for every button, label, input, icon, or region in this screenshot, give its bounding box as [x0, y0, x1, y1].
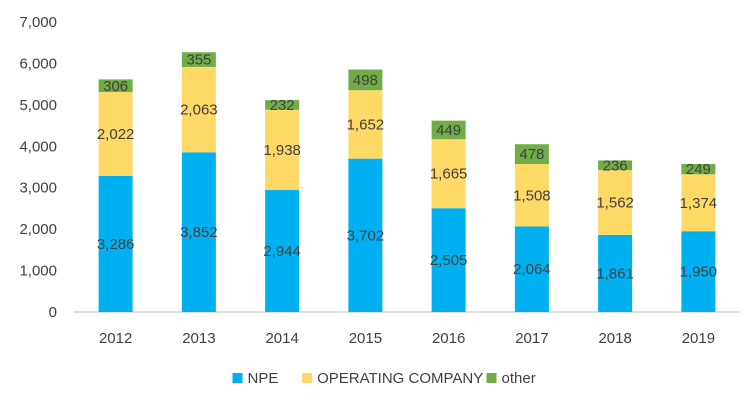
legend-label: other — [502, 370, 536, 387]
bar-segment-other — [98, 79, 133, 93]
x-tick-label: 2014 — [265, 330, 298, 347]
data-label: 3,702 — [347, 227, 385, 244]
y-tick-label: 4,000 — [19, 138, 57, 155]
data-label: 232 — [270, 97, 295, 114]
y-tick-label: 2,000 — [19, 221, 57, 238]
y-tick-label: 6,000 — [19, 55, 57, 72]
bar-segment-npe — [98, 175, 133, 312]
data-label: 2,505 — [430, 252, 468, 269]
legend-label: OPERATING COMPANY — [317, 370, 483, 387]
x-tick-label: 2013 — [182, 330, 215, 347]
data-label: 355 — [186, 52, 211, 69]
bar-segment-operating-company — [431, 139, 466, 209]
y-tick-label: 3,000 — [19, 180, 57, 197]
bar-segment-other — [681, 163, 716, 175]
data-label: 1,652 — [347, 116, 385, 133]
y-tick-label: 0 — [49, 304, 57, 321]
data-label: 1,861 — [596, 265, 634, 282]
data-label: 1,508 — [513, 187, 551, 204]
data-label: 1,938 — [263, 142, 301, 159]
data-label: 3,852 — [180, 224, 218, 241]
data-label: 498 — [353, 72, 378, 89]
y-axis: 0 1,000 2,000 3,000 4,000 5,000 6,000 7,000 — [19, 14, 57, 321]
data-label: 449 — [436, 122, 461, 139]
data-labels: 3,286 2,022 306 3,852 2,063 355 2,944 1,938 232 3… — [97, 52, 717, 283]
bar-segment-npe — [265, 190, 300, 312]
data-label: 2,022 — [97, 126, 135, 143]
bar-segment-operating-company — [181, 66, 216, 153]
legend-swatch — [232, 373, 243, 383]
data-label: 236 — [603, 157, 628, 174]
bar-segment-npe — [681, 231, 716, 312]
legend-swatch — [302, 373, 313, 383]
data-label: 306 — [103, 78, 128, 95]
bar-segment-other — [431, 120, 466, 140]
bar-segment-npe — [431, 208, 466, 312]
bar-segment-npe — [598, 234, 633, 312]
bar-segment-other — [348, 69, 383, 91]
data-label: 2,063 — [180, 102, 218, 119]
y-tick-label: 7,000 — [19, 14, 57, 31]
y-tick-label: 5,000 — [19, 97, 57, 114]
data-label: 1,665 — [430, 166, 468, 183]
bars — [98, 52, 716, 312]
bar-segment-other — [598, 160, 633, 171]
bar-segment-npe — [514, 226, 549, 312]
bar-segment-other — [514, 144, 549, 165]
x-tick-label: 2018 — [598, 330, 631, 347]
data-label: 1,950 — [680, 264, 718, 281]
bar-segment-operating-company — [265, 109, 300, 191]
legend: NPE OPERATING COMPANY other — [232, 370, 536, 387]
x-axis: 2012 2013 2014 2015 2016 2017 2018 2019 — [74, 311, 740, 347]
data-label: 2,944 — [263, 243, 301, 260]
legend-label: NPE — [248, 370, 279, 387]
x-tick-label: 2019 — [682, 330, 715, 347]
data-label: 1,562 — [596, 195, 634, 212]
y-tick-label: 1,000 — [19, 263, 57, 280]
data-label: 3,286 — [97, 236, 135, 253]
data-label: 1,374 — [680, 195, 718, 212]
x-tick-label: 2017 — [515, 330, 548, 347]
bar-segment-operating-company — [98, 92, 133, 176]
bar-segment-npe — [181, 152, 216, 312]
data-label: 2,064 — [513, 261, 551, 278]
bar-segment-other — [181, 52, 216, 67]
bar-segment-operating-company — [348, 90, 383, 159]
x-tick-label: 2015 — [349, 330, 382, 347]
bar-segment-operating-company — [598, 170, 633, 235]
data-label: 478 — [519, 146, 544, 163]
data-label: 249 — [686, 161, 711, 178]
x-tick-label: 2016 — [432, 330, 465, 347]
bar-segment-npe — [348, 158, 383, 312]
x-tick-label: 2012 — [99, 330, 132, 347]
bar-segment-operating-company — [514, 164, 549, 227]
bar-segment-other — [265, 100, 300, 110]
bar-segment-operating-company — [681, 174, 716, 232]
legend-swatch — [486, 373, 497, 383]
